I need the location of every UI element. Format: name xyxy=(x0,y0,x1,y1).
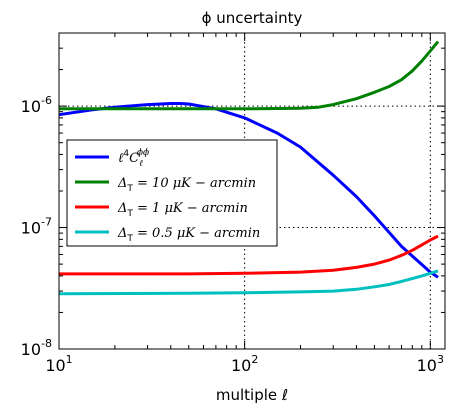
x-tick-label: 101 xyxy=(45,353,72,375)
chart-title: ϕ uncertainty xyxy=(202,9,303,27)
x-axis-label: multiple ℓ xyxy=(216,386,288,404)
y-tick-label: 10-8 xyxy=(21,337,52,359)
y-tick-label: 10-7 xyxy=(21,216,52,238)
plot-frame xyxy=(58,32,446,350)
series-line-4 xyxy=(58,269,439,296)
legend-label-3: ΔT = 1 μK − arcmin xyxy=(117,201,248,219)
series-layer xyxy=(58,40,440,296)
legend-label-1: ℓ4Cℓϕϕ xyxy=(118,148,149,169)
legend-label-2: ΔT = 10 μK − arcmin xyxy=(117,176,256,194)
legend-label-4: ΔT = 0.5 μK − arcmin xyxy=(117,226,260,244)
axis-ticks: 101 102 103 10-8 10-7 10-6 xyxy=(21,32,445,375)
series-line-2 xyxy=(59,40,440,111)
series-line-3 xyxy=(59,234,439,276)
legend-entries: ℓ4Cℓϕϕ ΔT = 10 μK − arcmin ΔT = 1 μK − arc… xyxy=(75,148,260,244)
series-line-1 xyxy=(58,102,439,279)
x-tick-label: 102 xyxy=(231,353,258,375)
legend: ℓ4Cℓϕϕ ΔT = 10 μK − arcmin ΔT = 1 μK − arc… xyxy=(66,139,278,247)
x-tick-label: 103 xyxy=(417,353,444,375)
y-tick-label: 10-6 xyxy=(21,94,52,116)
